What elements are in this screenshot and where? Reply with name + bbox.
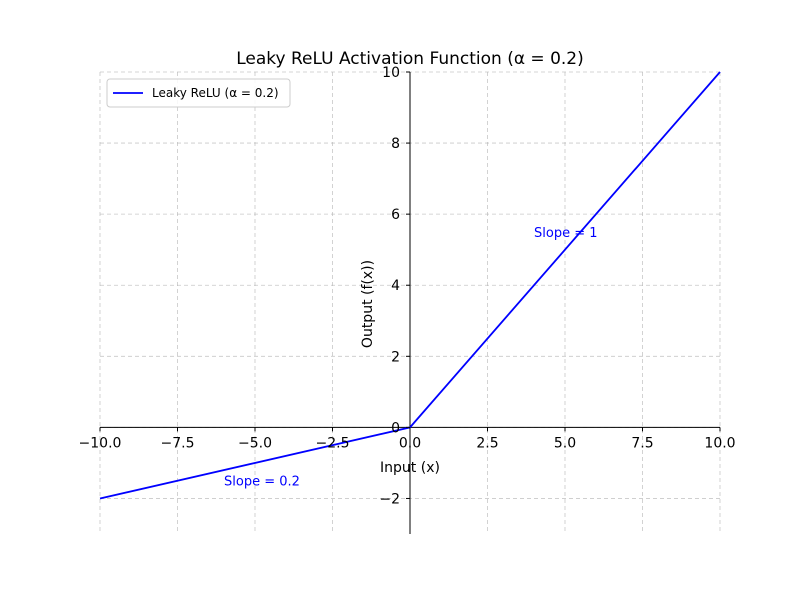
x-tick-label-1: −7.5 (161, 435, 195, 451)
y-tick-label-6: 10 (382, 65, 400, 81)
y-tick-label-5: 8 (391, 136, 400, 152)
legend-box (106, 78, 291, 108)
x-tick-label-2: −5.0 (238, 435, 272, 451)
y-tick-label-4: 6 (391, 207, 400, 223)
y-tick-label-0: −2 (379, 491, 400, 507)
y-tick-label-1: 0 (391, 420, 400, 436)
y-tick-label-2: 2 (391, 349, 400, 365)
tick-layer: −10.0 −7.5 −5.0 −2.5 0.0 2.5 5.0 7.5 10.0 −2 0 2 4 6 8… (79, 65, 736, 507)
y-axis-label: Output (f(x)) (360, 260, 376, 348)
annotation-0: Slope = 1 (534, 226, 598, 241)
x-tick-label-5: 2.5 (476, 435, 498, 451)
x-tick-label-6: 5.0 (554, 435, 576, 451)
legend: Leaky ReLU (α = 0.2) (106, 78, 291, 108)
x-axis-label: Input (x) (380, 460, 440, 476)
x-tick-label-0: −10.0 (79, 435, 122, 451)
legend-label-leaky-relu: Leaky ReLU (α = 0.2) (152, 86, 279, 100)
chart-title: Leaky ReLU Activation Function (α = 0.2) (236, 49, 584, 69)
x-tick-label-8: 10.0 (704, 435, 735, 451)
y-tick-label-3: 4 (391, 278, 400, 294)
annotation-layer: Slope = 1 Slope = 0.2 (224, 226, 598, 490)
x-tick-label-7: 7.5 (631, 435, 653, 451)
x-tick-label-4: 0.0 (399, 435, 421, 451)
annotation-1: Slope = 0.2 (224, 475, 300, 490)
x-tick-label-3: −2.5 (316, 435, 350, 451)
